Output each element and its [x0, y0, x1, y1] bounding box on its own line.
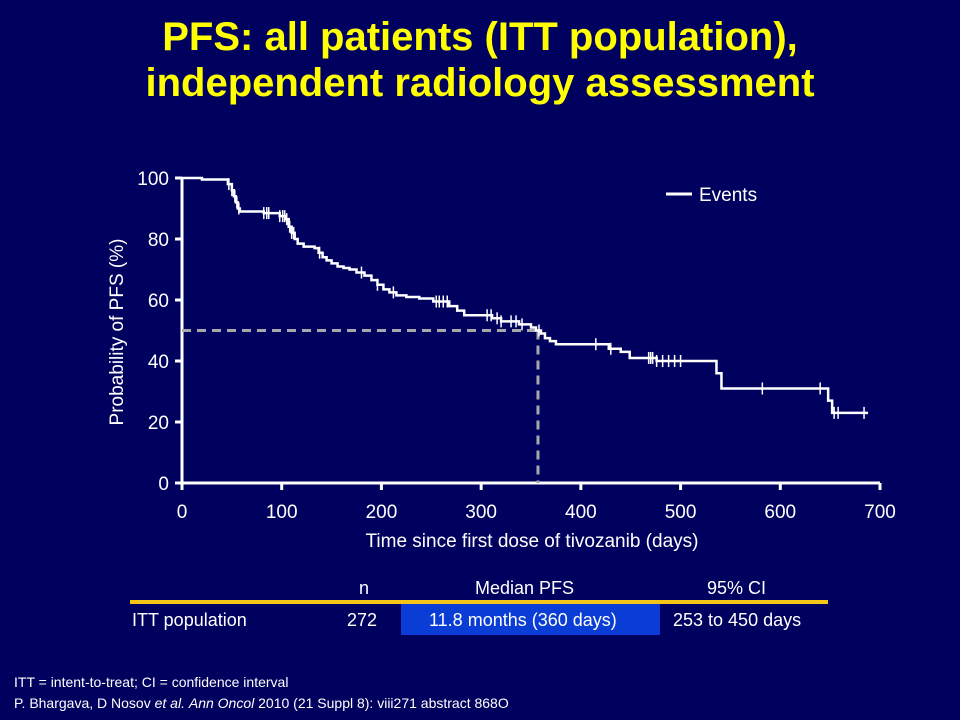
chart-axes: 0 100 200 300 400 500 600 700 0 20 40 60 80 100	[137, 169, 896, 523]
header-median-pfs: Median PFS	[475, 578, 575, 598]
x-tick-label: 500	[665, 502, 697, 523]
table-rule	[130, 600, 828, 604]
y-axis-label: Probability of PFS (%)	[107, 239, 128, 426]
row-median: 11.8 months (360 days)	[429, 610, 617, 630]
citation-authors: P. Bhargava, D Nosov	[14, 695, 151, 711]
slide-title-line-2: independent radiology assessment	[145, 61, 815, 105]
median-reference-lines	[182, 329, 540, 483]
y-tick-label: 60	[148, 291, 169, 312]
x-tick-label: 200	[366, 502, 398, 523]
row-ci: 253 to 450 days	[673, 610, 802, 630]
x-tick-label: 600	[764, 502, 796, 523]
citation-et-al: et al.	[154, 695, 185, 711]
y-tick-label: 0	[158, 474, 169, 495]
x-tick-label: 0	[177, 502, 188, 523]
km-curve	[182, 176, 869, 415]
y-tick-label: 20	[148, 413, 169, 434]
legend-label: Events	[699, 185, 757, 206]
x-tick-label: 400	[565, 502, 597, 523]
abbreviations-footnote: ITT = intent-to-treat; CI = confidence i…	[14, 674, 289, 690]
header-ci: 95% CI	[707, 578, 767, 598]
row-label: ITT population	[132, 610, 247, 630]
x-tick-label: 100	[266, 502, 298, 523]
citation-journal: Ann Oncol	[188, 695, 255, 711]
slide-title-line-1: PFS: all patients (ITT population),	[162, 15, 798, 59]
row-n: 272	[347, 610, 378, 630]
slide-title: PFS: all patients (ITT population), inde…	[0, 14, 960, 106]
y-tick-label: 100	[137, 169, 169, 190]
header-n: n	[359, 578, 370, 598]
y-tick-label: 80	[148, 230, 169, 251]
x-tick-label: 300	[465, 502, 497, 523]
citation: P. Bhargava, D Nosov et al. Ann Oncol 20…	[14, 695, 509, 711]
y-tick-label: 40	[148, 352, 169, 373]
km-chart: 0 100 200 300 400 500 600 700 0 20 40 60 80 100 Event…	[107, 169, 896, 552]
censor-marks	[228, 178, 865, 419]
chart-legend: Events	[666, 185, 757, 206]
km-step-line	[182, 176, 869, 415]
x-axis-label: Time since first dose of tivozanib (days…	[366, 531, 699, 552]
citation-details: 2010 (21 Suppl 8): viii271 abstract 868O	[258, 695, 509, 711]
x-tick-label: 700	[864, 502, 896, 523]
median-highlight	[401, 604, 660, 635]
